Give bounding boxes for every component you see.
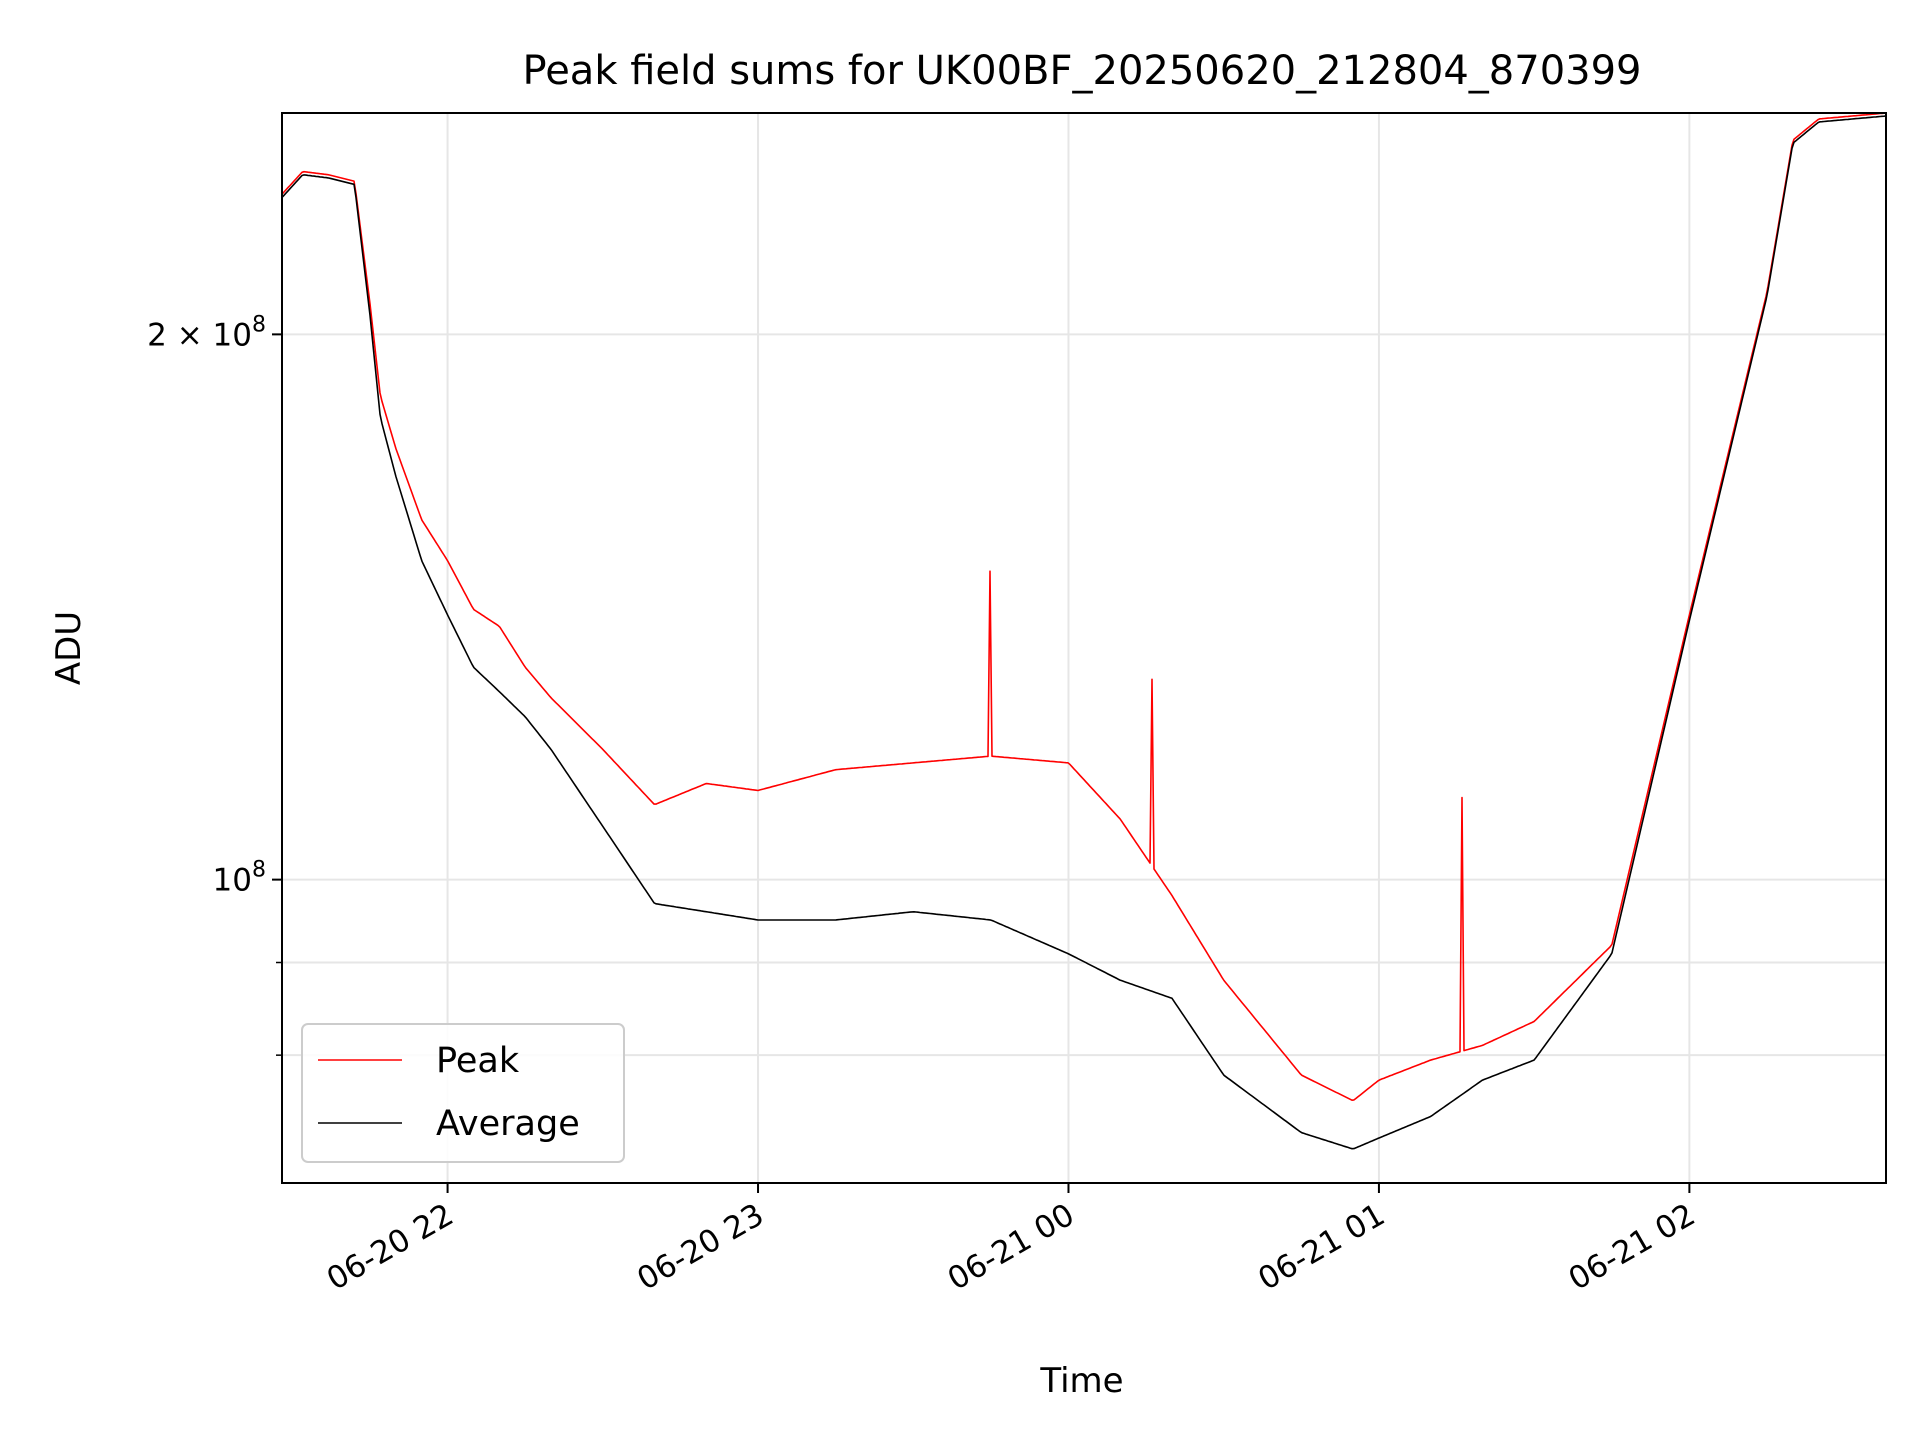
y-axis: 2 × 108 108 bbox=[147, 312, 282, 1056]
legend-label-average: Average bbox=[436, 1104, 580, 1144]
series-line-peak bbox=[281, 112, 1887, 1101]
legend-label-peak: Peak bbox=[436, 1041, 520, 1081]
legend-box bbox=[301, 1023, 625, 1163]
x-axis-label: Time bbox=[1039, 1361, 1123, 1401]
legend: Peak Average bbox=[301, 1023, 625, 1163]
y-axis-label: ADU bbox=[49, 611, 89, 685]
y-tick-label: 108 bbox=[213, 858, 266, 899]
y-tick-label: 2 × 108 bbox=[147, 312, 266, 353]
plot-frame bbox=[281, 112, 1887, 1184]
series-line-average bbox=[281, 115, 1887, 1150]
plot-series bbox=[281, 112, 1887, 1150]
chart-title: Peak field sums for UK00BF_20250620_2128… bbox=[523, 48, 1642, 94]
